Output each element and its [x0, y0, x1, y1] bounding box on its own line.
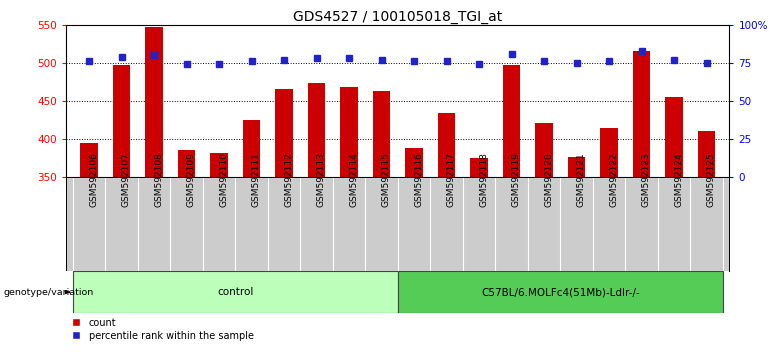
Title: GDS4527 / 100105018_TGI_at: GDS4527 / 100105018_TGI_at	[293, 10, 502, 24]
Bar	[697, 131, 715, 177]
Bar	[568, 157, 586, 177]
Bar	[438, 113, 456, 177]
Text: control: control	[217, 287, 254, 297]
Text: C57BL/6.MOLFc4(51Mb)-Ldlr-/-: C57BL/6.MOLFc4(51Mb)-Ldlr-/-	[481, 287, 640, 297]
Text: GSM592118: GSM592118	[479, 152, 488, 207]
Text: GSM592112: GSM592112	[284, 153, 293, 207]
Text: GSM592111: GSM592111	[252, 152, 261, 207]
Text: GSM592124: GSM592124	[674, 153, 683, 207]
Bar	[307, 84, 325, 177]
Bar	[112, 65, 130, 177]
Bar	[633, 51, 651, 177]
Text: GSM592123: GSM592123	[642, 153, 651, 207]
Bar	[145, 27, 163, 177]
Text: GSM592108: GSM592108	[154, 152, 163, 207]
Bar	[210, 153, 228, 177]
Bar	[398, 271, 723, 313]
Bar	[243, 120, 261, 177]
Text: GSM592117: GSM592117	[447, 152, 456, 207]
Text: GSM592121: GSM592121	[576, 153, 586, 207]
Text: GSM592114: GSM592114	[349, 153, 358, 207]
Bar	[405, 148, 423, 177]
Text: GSM592113: GSM592113	[317, 152, 325, 207]
Text: GSM592125: GSM592125	[707, 153, 715, 207]
Text: GSM592107: GSM592107	[122, 152, 130, 207]
Bar	[178, 150, 196, 177]
Bar	[80, 143, 98, 177]
Text: GSM592110: GSM592110	[219, 152, 228, 207]
Bar	[665, 97, 683, 177]
Text: GSM592109: GSM592109	[186, 152, 196, 207]
Text: GSM592119: GSM592119	[512, 152, 520, 207]
Bar	[275, 90, 293, 177]
Bar	[470, 158, 488, 177]
Bar	[73, 271, 398, 313]
Text: GSM592120: GSM592120	[544, 153, 553, 207]
Text: GSM592106: GSM592106	[89, 152, 98, 207]
Legend: count, percentile rank within the sample: count, percentile rank within the sample	[71, 318, 254, 341]
Text: GSM592116: GSM592116	[414, 152, 423, 207]
Bar	[535, 123, 553, 177]
Text: GSM592115: GSM592115	[381, 152, 391, 207]
Bar	[502, 65, 520, 177]
Bar	[340, 87, 358, 177]
Text: GSM592122: GSM592122	[609, 153, 618, 207]
Bar	[373, 91, 391, 177]
Text: genotype/variation: genotype/variation	[4, 287, 94, 297]
Bar	[600, 128, 618, 177]
